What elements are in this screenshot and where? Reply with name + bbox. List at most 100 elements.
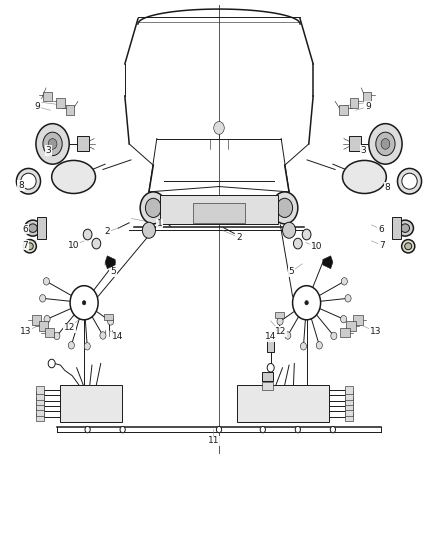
Ellipse shape xyxy=(397,220,413,236)
Bar xyxy=(353,315,363,325)
Text: 10: 10 xyxy=(311,243,322,251)
Circle shape xyxy=(140,192,166,224)
Bar xyxy=(345,413,353,421)
Circle shape xyxy=(305,301,308,305)
Circle shape xyxy=(369,124,402,164)
Bar xyxy=(36,402,44,410)
Bar xyxy=(36,413,44,421)
Bar xyxy=(66,105,74,115)
Circle shape xyxy=(48,139,57,149)
Bar xyxy=(36,391,44,400)
Bar xyxy=(56,98,65,108)
Bar xyxy=(275,312,284,318)
Bar xyxy=(45,328,54,337)
Ellipse shape xyxy=(401,224,410,232)
Text: 3: 3 xyxy=(360,146,367,155)
Bar xyxy=(350,98,358,108)
Bar xyxy=(160,195,278,224)
Circle shape xyxy=(330,426,336,433)
Ellipse shape xyxy=(52,160,95,193)
Circle shape xyxy=(85,426,90,433)
Ellipse shape xyxy=(25,220,41,236)
Polygon shape xyxy=(323,256,333,269)
Bar xyxy=(345,402,353,410)
Circle shape xyxy=(43,132,62,156)
Circle shape xyxy=(300,343,307,350)
Bar xyxy=(349,136,361,151)
Text: 7: 7 xyxy=(22,241,28,249)
Text: 5: 5 xyxy=(288,268,294,276)
Circle shape xyxy=(267,364,274,372)
Text: 8: 8 xyxy=(385,183,391,192)
Ellipse shape xyxy=(23,239,36,253)
Circle shape xyxy=(285,332,291,339)
Bar xyxy=(345,391,353,400)
Circle shape xyxy=(145,198,161,217)
Text: 1: 1 xyxy=(157,220,163,228)
Circle shape xyxy=(277,318,283,325)
Circle shape xyxy=(36,124,69,164)
Ellipse shape xyxy=(398,168,421,194)
Circle shape xyxy=(376,132,395,156)
Circle shape xyxy=(216,426,222,433)
Text: 2: 2 xyxy=(105,228,110,236)
Bar xyxy=(193,203,245,223)
Bar xyxy=(345,397,353,405)
Bar xyxy=(262,372,273,381)
Ellipse shape xyxy=(21,173,36,189)
Circle shape xyxy=(316,342,322,349)
Text: 13: 13 xyxy=(370,327,381,336)
Circle shape xyxy=(341,316,347,323)
Circle shape xyxy=(214,122,224,134)
Circle shape xyxy=(331,332,337,340)
Circle shape xyxy=(44,316,50,323)
Bar xyxy=(60,385,122,422)
Circle shape xyxy=(260,426,265,433)
Bar xyxy=(43,92,52,101)
Circle shape xyxy=(277,198,293,217)
Circle shape xyxy=(54,332,60,340)
Bar xyxy=(346,321,356,331)
Circle shape xyxy=(283,222,296,238)
Circle shape xyxy=(82,301,86,305)
Text: 3: 3 xyxy=(45,146,51,155)
Circle shape xyxy=(48,359,55,368)
Ellipse shape xyxy=(343,160,386,193)
Circle shape xyxy=(39,295,46,302)
Circle shape xyxy=(142,222,155,238)
Ellipse shape xyxy=(405,243,412,249)
Bar xyxy=(340,328,350,337)
Ellipse shape xyxy=(17,168,40,194)
Bar xyxy=(77,136,89,151)
Circle shape xyxy=(341,278,347,285)
Bar xyxy=(39,321,48,331)
Bar xyxy=(32,315,41,325)
Circle shape xyxy=(84,343,90,350)
Text: 14: 14 xyxy=(265,333,276,341)
Text: 14: 14 xyxy=(112,333,123,341)
Bar xyxy=(104,314,113,320)
Text: 8: 8 xyxy=(18,181,24,190)
Circle shape xyxy=(68,342,74,349)
Circle shape xyxy=(293,286,321,320)
Circle shape xyxy=(100,332,106,339)
Bar xyxy=(36,386,44,394)
Circle shape xyxy=(345,295,351,302)
Text: 9: 9 xyxy=(365,102,371,111)
Circle shape xyxy=(83,229,92,240)
Bar xyxy=(37,217,46,239)
Bar xyxy=(237,385,328,422)
Bar xyxy=(36,397,44,405)
Ellipse shape xyxy=(28,224,37,232)
Text: 11: 11 xyxy=(208,437,219,445)
Bar xyxy=(363,92,371,101)
Text: 6: 6 xyxy=(22,225,28,233)
Text: 10: 10 xyxy=(68,241,79,249)
Circle shape xyxy=(381,139,390,149)
Text: 13: 13 xyxy=(20,327,31,336)
Text: 6: 6 xyxy=(378,225,384,233)
Circle shape xyxy=(92,238,101,249)
Text: 9: 9 xyxy=(34,102,40,111)
Text: 7: 7 xyxy=(379,241,385,249)
Bar xyxy=(345,407,353,416)
